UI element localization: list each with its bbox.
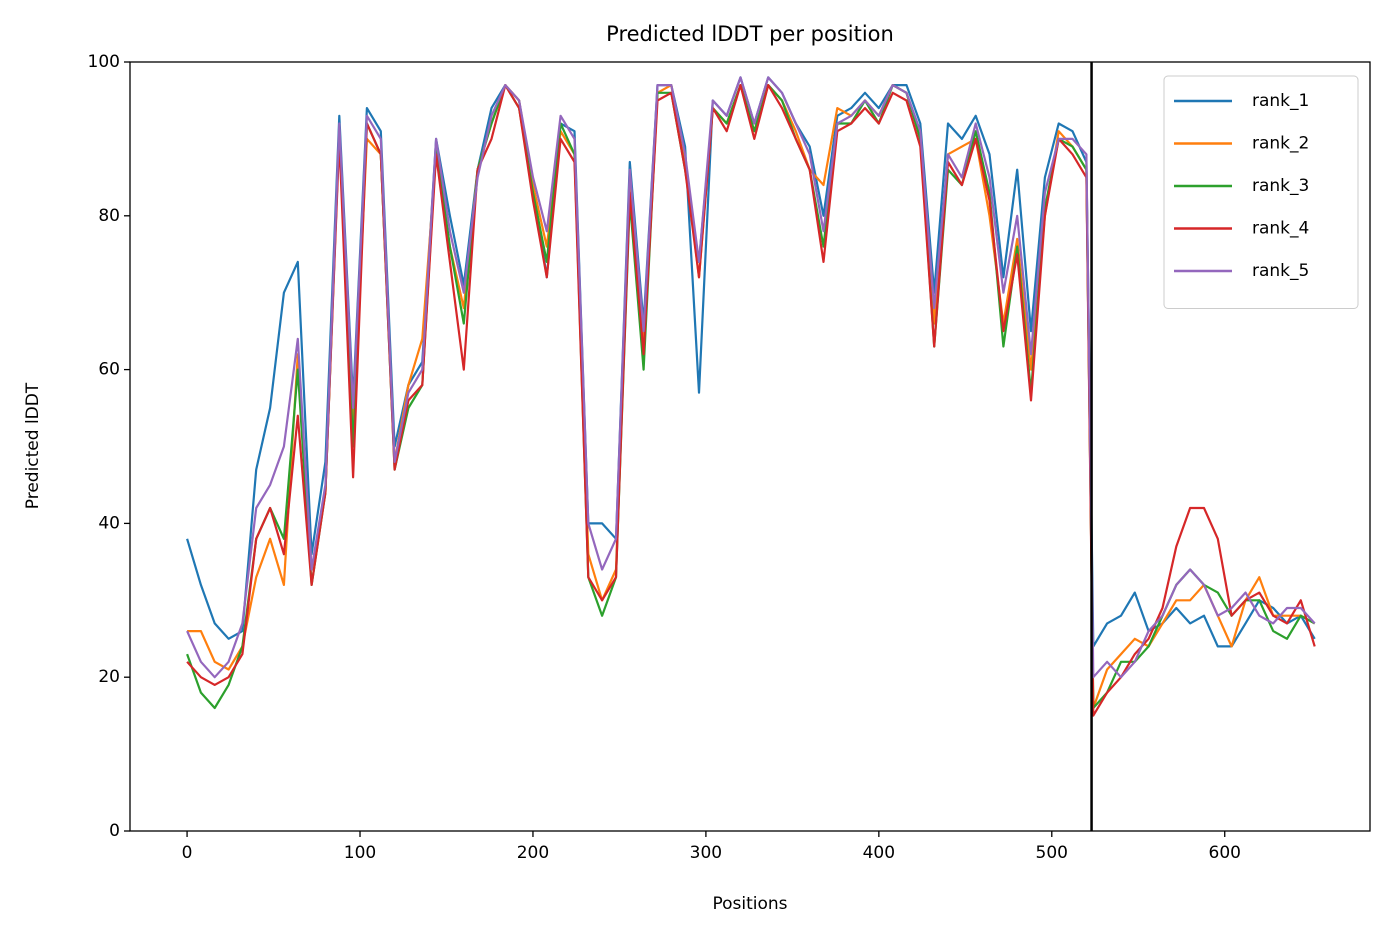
- legend-label: rank_4: [1252, 219, 1309, 239]
- legend-label: rank_3: [1252, 176, 1309, 196]
- x-tick-label: 100: [344, 843, 376, 863]
- series-line: [186, 76, 1316, 679]
- y-tick-label: 80: [98, 206, 120, 226]
- legend-label: rank_1: [1252, 91, 1309, 111]
- x-tick-label: 600: [1209, 843, 1241, 863]
- legend-label: rank_2: [1252, 134, 1309, 154]
- series-line: [186, 84, 1316, 717]
- x-tick-label: 400: [863, 843, 895, 863]
- y-tick-label: 0: [109, 821, 120, 841]
- legend-box: [1163, 75, 1359, 309]
- legend-label: rank_5: [1252, 261, 1309, 281]
- x-tick-label: 0: [182, 843, 193, 863]
- y-tick-label: 60: [98, 360, 120, 380]
- y-axis-label: Predicted lDDT: [23, 382, 43, 509]
- x-tick-label: 300: [690, 843, 722, 863]
- x-tick-label: 500: [1036, 843, 1068, 863]
- y-tick-label: 20: [98, 667, 120, 687]
- x-tick-label: 200: [517, 843, 549, 863]
- chart-title: Predicted lDDT per position: [606, 22, 894, 46]
- y-tick-label: 40: [98, 513, 120, 533]
- y-tick-label: 100: [88, 52, 120, 72]
- plot-frame: [129, 61, 1371, 832]
- x-axis-label: Positions: [712, 894, 787, 914]
